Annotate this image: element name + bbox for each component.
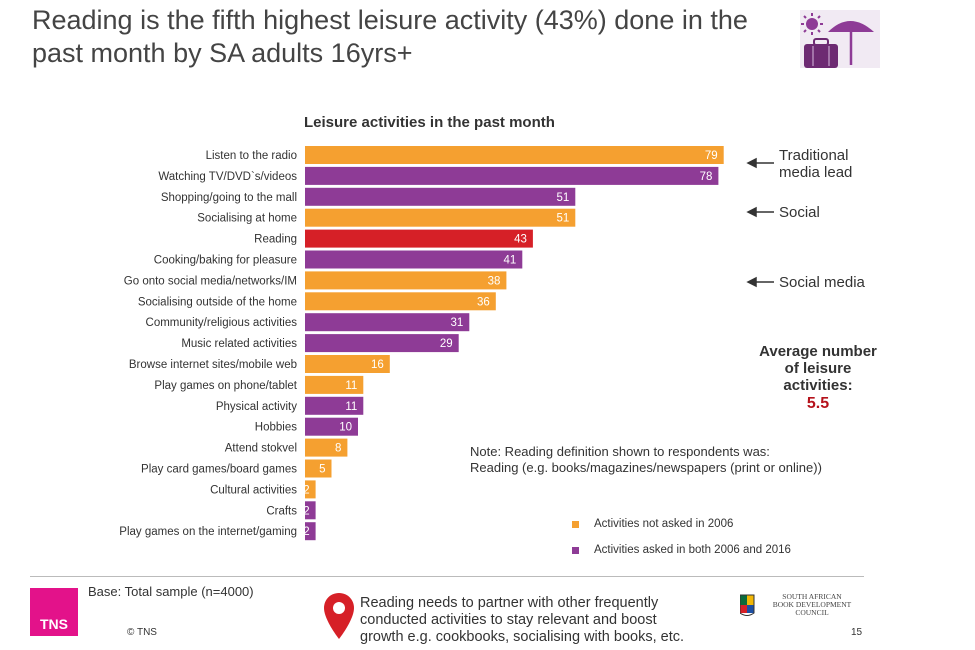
bar [305, 166, 719, 185]
category-label: Crafts [266, 505, 297, 517]
category-label: Play games on the internet/gaming [119, 526, 297, 538]
bar [305, 459, 332, 478]
bar-value-label: 5 [319, 464, 325, 476]
legend-swatch-new [572, 520, 579, 528]
sabdc-line2: BOOK DEVELOPMENT [772, 600, 852, 609]
bar [305, 396, 364, 415]
chart-title: Leisure activities in the past month [304, 114, 555, 131]
average-label-line1: Average number [759, 343, 877, 360]
reading-definition-note: Note: Reading definition shown to respon… [470, 444, 822, 476]
bar [305, 313, 470, 332]
category-label: Socialising at home [197, 213, 297, 225]
category-label: Reading [254, 234, 297, 246]
bar [305, 334, 459, 353]
callout-text: Reading needs to partner with other freq… [360, 595, 760, 646]
base-sample: Base: Total sample (n=4000) [88, 584, 254, 599]
sabdc-line3: COUNCIL [795, 608, 829, 617]
bar-value-label: 2 [303, 526, 309, 538]
bar [305, 355, 390, 373]
bar [305, 187, 576, 206]
sabdc-line1: SOUTH AFRICAN [782, 592, 842, 601]
annotation-social-media: Social media [779, 274, 865, 291]
category-label: Socialising outside of the home [138, 296, 297, 308]
category-label: Cultural activities [210, 484, 297, 496]
sabdc-name: SOUTH AFRICAN BOOK DEVELOPMENT COUNCIL [764, 593, 860, 617]
annotation-social: Social [779, 204, 820, 221]
bar-value-label: 51 [557, 213, 570, 225]
bar-value-label: 38 [488, 275, 501, 287]
bar [305, 271, 507, 290]
bar-value-label: 16 [371, 359, 384, 371]
category-label: Physical activity [216, 401, 297, 413]
bar-value-label: 11 [345, 401, 357, 413]
category-label: Shopping/going to the mall [161, 192, 297, 204]
bar-value-label: 43 [514, 234, 527, 246]
bar-value-label: 8 [335, 443, 341, 455]
bar [305, 146, 724, 164]
annotation-traditional-line1: Traditional [779, 147, 849, 164]
average-activities: Average number of leisure activities: 5.… [718, 343, 918, 412]
category-label: Attend stokvel [225, 443, 297, 455]
callout-line2: conducted activities to stay relevant an… [360, 612, 657, 628]
category-label: Cooking/baking for pleasure [154, 255, 297, 267]
legend-item-new: Activities not asked in 2006 [572, 518, 733, 530]
bar [305, 438, 348, 457]
annotation-traditional-line2: media lead [779, 164, 853, 181]
category-label: Listen to the radio [206, 150, 297, 162]
legend-label-both: Activities asked in both 2006 and 2016 [594, 544, 791, 556]
bar-value-label: 10 [339, 422, 352, 434]
bar-value-label: 2 [303, 484, 309, 496]
slide-title: Reading is the fifth highest leisure act… [32, 5, 748, 68]
bar-value-label: 79 [705, 150, 718, 162]
callout-line3: growth e.g. cookbooks, socialising with … [360, 629, 684, 645]
bar-value-label: 31 [451, 317, 464, 329]
bar [305, 501, 316, 520]
bar-value-label: 29 [440, 338, 453, 350]
bar-value-label: 41 [504, 255, 517, 267]
bar-value-label: 78 [700, 171, 713, 183]
average-label-line3: activities: [783, 377, 853, 394]
sabdc-flag-icon [740, 594, 755, 616]
bar-value-label: 11 [345, 380, 357, 392]
note-line1: Note: Reading definition shown to respon… [470, 444, 770, 459]
category-label: Play games on phone/tablet [154, 380, 297, 392]
bar-value-label: 36 [477, 296, 490, 308]
bar [305, 417, 358, 436]
average-label-line2: of leisure [784, 360, 852, 377]
category-label: Music related activities [181, 338, 297, 350]
bar [305, 292, 496, 311]
footer-divider [30, 576, 864, 577]
legend-swatch-both [572, 546, 579, 554]
legend-item-both: Activities asked in both 2006 and 2016 [572, 544, 791, 556]
bar [305, 229, 533, 248]
bar [305, 522, 316, 541]
sabdc-logo [740, 594, 755, 616]
location-pin-icon [324, 593, 354, 639]
category-label: Play card games/board games [141, 464, 297, 476]
leisure-logo [800, 10, 880, 68]
category-label: Go onto social media/networks/IM [124, 275, 297, 287]
category-label: Community/religious activities [146, 317, 298, 329]
category-label: Browse internet sites/mobile web [129, 359, 297, 371]
legend-label-new: Activities not asked in 2006 [594, 518, 734, 530]
page-number: 15 [851, 627, 863, 638]
note-line2: Reading (e.g. books/magazines/newspapers… [470, 460, 822, 475]
tns-logo: TNS [30, 588, 78, 636]
bar [305, 208, 576, 227]
bar-value-label: 2 [303, 505, 309, 517]
bar-value-label: 51 [557, 192, 570, 204]
callout-line1: Reading needs to partner with other freq… [360, 595, 659, 611]
bar [305, 375, 364, 394]
copyright: © TNS [127, 627, 157, 638]
average-value: 5.5 [806, 395, 830, 412]
category-label: Watching TV/DVD`s/videos [158, 171, 297, 183]
bar [305, 480, 316, 499]
annotation-traditional: Traditional media lead [779, 147, 852, 181]
leisure-icon [801, 13, 874, 68]
bar [305, 250, 523, 269]
category-label: Hobbies [255, 422, 297, 434]
